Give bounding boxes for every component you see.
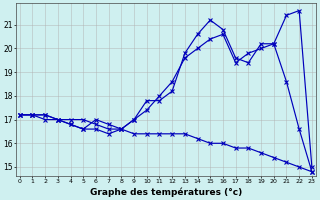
X-axis label: Graphe des températures (°c): Graphe des températures (°c) — [90, 187, 242, 197]
